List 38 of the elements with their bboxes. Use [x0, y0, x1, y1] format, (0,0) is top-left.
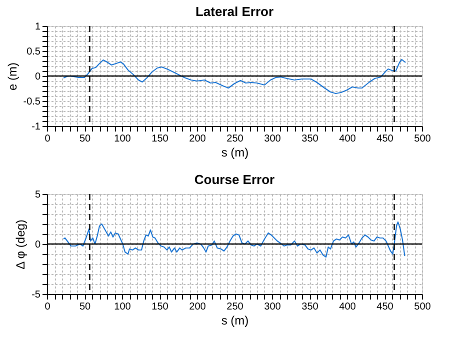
y-tick-label: -5	[32, 290, 41, 300]
x-tick-label: 200	[189, 134, 206, 144]
x-tick-label: 0	[44, 302, 51, 312]
x-tick-label: 350	[302, 134, 319, 144]
x-tick-label: 0	[44, 134, 51, 144]
y-axis-title: Δ φ (deg)	[14, 220, 28, 270]
x-tick-label: 400	[339, 302, 356, 312]
x-tick-label: 150	[152, 302, 169, 312]
y-tick-label: 5	[34, 190, 41, 200]
y-tick-label: 0	[34, 240, 41, 250]
x-tick-label: 100	[114, 134, 132, 144]
x-tick-label: 200	[189, 302, 206, 312]
x-tick-label: 50	[79, 134, 91, 144]
chart-title: Lateral Error	[195, 4, 274, 19]
x-axis-title: s (m)	[221, 314, 249, 328]
x-tick-label: 500	[414, 134, 432, 144]
x-tick-label: 350	[302, 302, 319, 312]
y-tick-label: 1	[34, 22, 41, 32]
x-tick-label: 450	[376, 134, 394, 144]
x-tick-label: 150	[152, 134, 169, 144]
x-axis-title: s (m)	[221, 146, 249, 160]
chart-title: Course Error	[194, 172, 275, 187]
line-series	[62, 221, 406, 258]
y-tick-label: -1	[32, 122, 41, 132]
x-tick-label: 400	[339, 134, 356, 144]
x-tick-label: 300	[264, 302, 282, 312]
x-tick-label: 250	[226, 302, 244, 312]
y-axis-title: e (m)	[5, 62, 20, 90]
x-tick-label: 300	[264, 134, 282, 144]
x-tick-label: 250	[226, 134, 244, 144]
x-tick-label: 450	[376, 302, 394, 312]
y-tick-label: -0.5	[23, 96, 41, 108]
y-tick-label: 0	[34, 72, 41, 82]
y-tick-label: 0.5	[26, 46, 41, 58]
x-tick-label: 500	[414, 302, 432, 312]
x-tick-label: 100	[114, 302, 132, 312]
line-series	[62, 58, 406, 94]
x-tick-label: 50	[79, 302, 91, 312]
